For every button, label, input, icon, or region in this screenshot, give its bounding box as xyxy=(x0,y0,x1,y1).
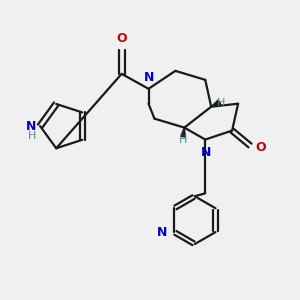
Text: N: N xyxy=(144,71,154,84)
Text: H: H xyxy=(28,131,37,141)
Text: H: H xyxy=(217,98,225,108)
Text: N: N xyxy=(201,146,211,159)
Text: O: O xyxy=(255,140,266,154)
Text: H: H xyxy=(179,135,187,145)
Text: N: N xyxy=(26,120,37,133)
Text: O: O xyxy=(116,32,127,45)
Polygon shape xyxy=(211,100,221,107)
Text: N: N xyxy=(157,226,167,238)
